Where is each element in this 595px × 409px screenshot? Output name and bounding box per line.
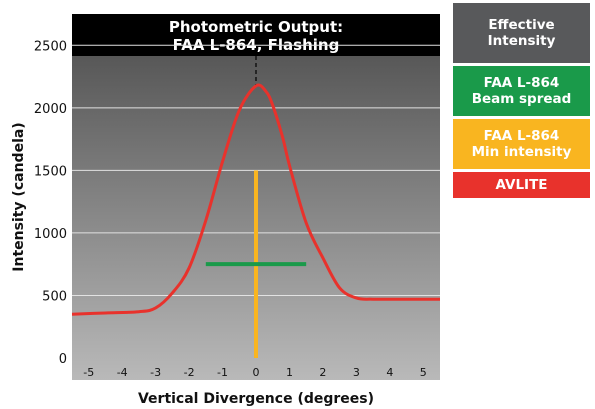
x-tick-label: -2 (184, 366, 195, 379)
x-tick-label: -4 (117, 366, 128, 379)
x-tick-label: 2 (319, 366, 326, 379)
x-tick-label: 5 (420, 366, 427, 379)
x-tick-label: -5 (83, 366, 94, 379)
y-tick-label: 500 (42, 289, 67, 304)
x-tick-label: -1 (217, 366, 228, 379)
legend-label: FAA L-864 Beam spread (471, 75, 572, 107)
legend-item: AVLITE (453, 172, 590, 198)
legend-label: Effective Intensity (487, 17, 556, 49)
x-tick-label: 4 (386, 366, 393, 379)
legend-item: FAA L-864 Beam spread (453, 66, 590, 116)
y-tick-label: 1500 (34, 164, 67, 179)
y-tick-label: 2000 (34, 102, 67, 117)
x-axis-label: Vertical Divergence (degrees) (138, 391, 374, 407)
chart-title-line-1: Photometric Output: (169, 18, 343, 36)
legend-item: Effective Intensity (453, 3, 590, 63)
y-tick-label: 0 (59, 352, 67, 367)
legend-label: FAA L-864 Min intensity (471, 128, 572, 160)
x-tick-label: -3 (150, 366, 161, 379)
y-tick-label: 1000 (34, 227, 67, 242)
photometric-chart: Photometric Output: FAA L-864, Flashing … (11, 14, 440, 407)
x-tick-label: 0 (253, 366, 260, 379)
x-tick-label: 1 (286, 366, 293, 379)
legend-item: FAA L-864 Min intensity (453, 119, 590, 169)
title-bar (72, 14, 440, 56)
y-axis-label: Intensity (candela) (11, 122, 27, 271)
y-tick-label: 2500 (34, 39, 67, 54)
legend-label: AVLITE (495, 177, 548, 193)
x-tick-label: 3 (353, 366, 360, 379)
series-line-avlite (71, 83, 440, 316)
